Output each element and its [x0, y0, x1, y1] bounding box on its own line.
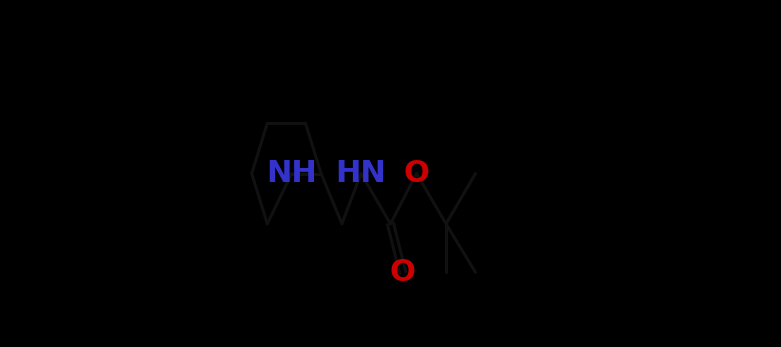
- Text: HN: HN: [336, 159, 387, 188]
- Text: NH: NH: [266, 159, 317, 188]
- Text: O: O: [390, 258, 415, 287]
- Text: O: O: [404, 159, 430, 188]
